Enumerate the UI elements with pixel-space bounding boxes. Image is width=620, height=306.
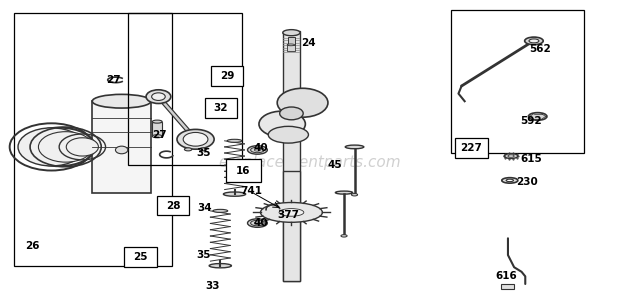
Bar bbox=[226, 159, 260, 182]
Ellipse shape bbox=[247, 146, 267, 154]
Ellipse shape bbox=[279, 209, 304, 216]
Ellipse shape bbox=[508, 155, 514, 157]
Ellipse shape bbox=[260, 203, 322, 222]
Bar bbox=[157, 196, 189, 215]
Ellipse shape bbox=[504, 154, 518, 159]
Ellipse shape bbox=[153, 120, 162, 123]
Ellipse shape bbox=[247, 219, 267, 227]
Ellipse shape bbox=[287, 44, 294, 46]
Bar bbox=[211, 66, 243, 86]
Ellipse shape bbox=[259, 111, 306, 137]
Ellipse shape bbox=[183, 132, 208, 146]
Text: 26: 26 bbox=[25, 241, 40, 251]
Text: 615: 615 bbox=[520, 154, 542, 164]
Ellipse shape bbox=[352, 193, 358, 196]
Ellipse shape bbox=[184, 148, 192, 151]
Ellipse shape bbox=[529, 39, 539, 43]
Text: 592: 592 bbox=[520, 116, 542, 126]
Ellipse shape bbox=[146, 90, 171, 103]
Bar bbox=[283, 31, 300, 281]
Bar bbox=[283, 171, 300, 281]
Ellipse shape bbox=[283, 30, 300, 36]
Text: 45: 45 bbox=[327, 160, 342, 170]
Ellipse shape bbox=[345, 145, 364, 149]
Bar bbox=[125, 248, 157, 267]
Ellipse shape bbox=[528, 113, 547, 120]
Ellipse shape bbox=[268, 126, 309, 143]
Text: 40: 40 bbox=[253, 218, 268, 228]
Text: 616: 616 bbox=[495, 271, 517, 282]
Text: 28: 28 bbox=[166, 200, 180, 211]
Ellipse shape bbox=[18, 128, 85, 166]
Text: 27: 27 bbox=[153, 130, 167, 140]
Ellipse shape bbox=[92, 94, 151, 108]
Ellipse shape bbox=[153, 135, 162, 138]
Ellipse shape bbox=[506, 179, 513, 182]
Bar bbox=[92, 101, 151, 192]
Text: 40: 40 bbox=[253, 144, 268, 153]
Text: 25: 25 bbox=[133, 252, 148, 262]
Ellipse shape bbox=[277, 88, 328, 117]
Bar bbox=[14, 13, 172, 266]
Bar bbox=[205, 98, 237, 118]
Bar bbox=[455, 138, 487, 158]
Text: 16: 16 bbox=[236, 166, 250, 176]
Ellipse shape bbox=[213, 209, 228, 212]
Bar bbox=[153, 121, 162, 136]
Ellipse shape bbox=[209, 263, 231, 268]
Text: 33: 33 bbox=[205, 281, 219, 290]
Ellipse shape bbox=[152, 93, 166, 100]
Ellipse shape bbox=[502, 178, 518, 183]
Ellipse shape bbox=[341, 235, 347, 237]
Ellipse shape bbox=[280, 107, 303, 120]
Text: 34: 34 bbox=[197, 203, 212, 213]
Text: 230: 230 bbox=[516, 177, 538, 187]
Text: 29: 29 bbox=[220, 71, 234, 81]
Bar bbox=[451, 10, 584, 153]
Ellipse shape bbox=[525, 37, 543, 45]
Text: 24: 24 bbox=[301, 38, 316, 48]
Text: 27: 27 bbox=[106, 75, 120, 85]
Ellipse shape bbox=[115, 146, 128, 154]
Ellipse shape bbox=[38, 132, 93, 162]
Bar bbox=[128, 13, 242, 165]
Ellipse shape bbox=[335, 191, 353, 194]
Ellipse shape bbox=[66, 138, 99, 156]
Text: 741: 741 bbox=[241, 186, 263, 196]
Ellipse shape bbox=[199, 148, 206, 151]
Bar bbox=[288, 37, 295, 45]
Text: 35: 35 bbox=[197, 148, 211, 158]
Text: 377: 377 bbox=[277, 211, 299, 220]
Bar bbox=[287, 45, 294, 51]
Ellipse shape bbox=[177, 129, 214, 149]
Bar bbox=[500, 284, 514, 289]
Text: 562: 562 bbox=[529, 44, 551, 54]
Text: 35: 35 bbox=[197, 250, 211, 260]
Ellipse shape bbox=[227, 139, 242, 142]
Text: 227: 227 bbox=[461, 143, 482, 153]
Text: ereplacementparts.com: ereplacementparts.com bbox=[219, 155, 401, 170]
Text: 32: 32 bbox=[214, 103, 228, 113]
Ellipse shape bbox=[223, 192, 246, 196]
